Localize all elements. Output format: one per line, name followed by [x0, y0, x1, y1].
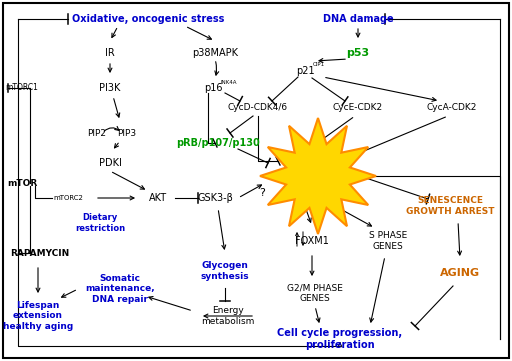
Text: Energy
metabolism: Energy metabolism — [201, 306, 254, 326]
Text: pRB/p107/p130: pRB/p107/p130 — [176, 138, 260, 148]
Text: p38MAPK: p38MAPK — [192, 48, 238, 58]
Text: Somatic
maintenance,
DNA repair: Somatic maintenance, DNA repair — [85, 274, 155, 304]
Text: G2/M PHASE
GENES: G2/M PHASE GENES — [287, 283, 343, 303]
Text: Cell cycle progression,
proliferation: Cell cycle progression, proliferation — [278, 328, 402, 350]
Text: PI3K: PI3K — [99, 83, 121, 93]
Text: AGING: AGING — [440, 268, 480, 278]
Text: CIP1: CIP1 — [313, 62, 325, 68]
Text: p21: p21 — [296, 66, 314, 76]
Text: mTOR: mTOR — [7, 178, 37, 187]
Text: GSK3-β: GSK3-β — [197, 193, 233, 203]
Text: Lifespan
extension
healthy aging: Lifespan extension healthy aging — [3, 301, 73, 331]
Text: ?: ? — [259, 188, 265, 198]
Text: PIP2: PIP2 — [88, 129, 106, 138]
Text: INK4A: INK4A — [221, 79, 237, 84]
Text: PIP3: PIP3 — [117, 129, 137, 138]
Text: RAPAMYCIN: RAPAMYCIN — [10, 248, 70, 257]
Text: mTORC2: mTORC2 — [53, 195, 83, 201]
Polygon shape — [260, 118, 376, 234]
Text: FOXM1: FOXM1 — [295, 236, 329, 246]
Text: SENESCENCE
GROWTH ARREST: SENESCENCE GROWTH ARREST — [406, 196, 494, 216]
Text: CycD-CDK4/6: CycD-CDK4/6 — [228, 104, 288, 113]
Text: AKT: AKT — [149, 193, 167, 203]
Text: PDKI: PDKI — [99, 158, 121, 168]
Text: IR: IR — [105, 48, 115, 58]
Text: mTORC1: mTORC1 — [6, 83, 38, 92]
Text: DNA damage: DNA damage — [323, 14, 393, 24]
Text: Oxidative, oncogenic stress: Oxidative, oncogenic stress — [72, 14, 224, 24]
Text: CycA-CDK2: CycA-CDK2 — [427, 104, 477, 113]
Text: Glycogen
synthesis: Glycogen synthesis — [201, 261, 249, 281]
Text: CycE-CDK2: CycE-CDK2 — [333, 104, 383, 113]
Text: p53: p53 — [347, 48, 370, 58]
Text: S PHASE
GENES: S PHASE GENES — [369, 231, 407, 251]
Text: Dietary
restriction: Dietary restriction — [75, 213, 125, 233]
Text: p16: p16 — [204, 83, 222, 93]
